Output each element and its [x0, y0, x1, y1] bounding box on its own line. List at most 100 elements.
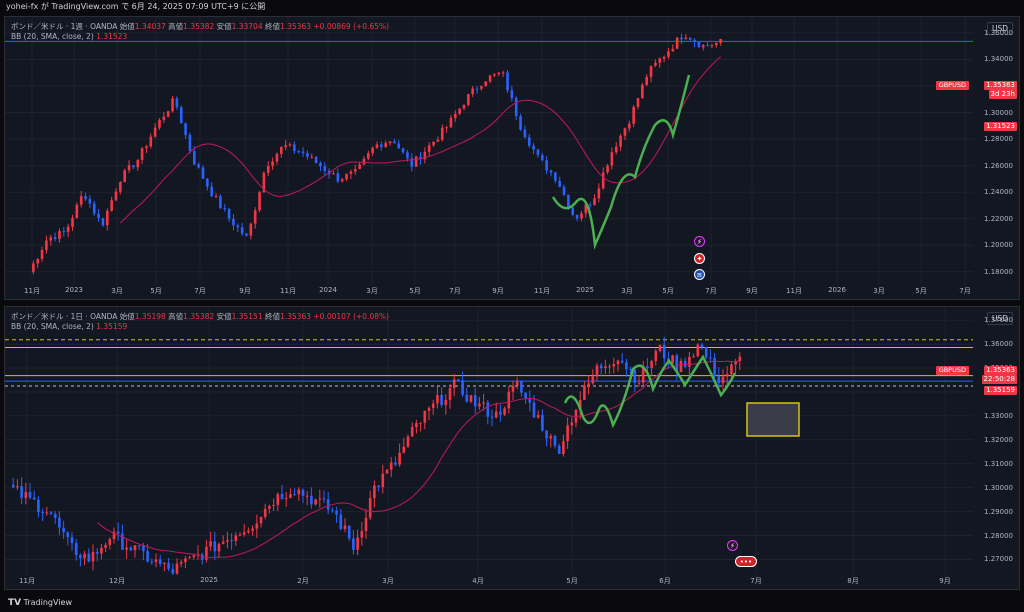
- candle-body: [114, 191, 118, 201]
- candle-body: [188, 134, 192, 151]
- candle-body: [601, 172, 605, 189]
- candle-body: [519, 116, 522, 130]
- candle-body: [284, 497, 288, 499]
- candle-body: [276, 494, 280, 505]
- daily-currency-button[interactable]: USD: [986, 312, 1013, 325]
- candle-body: [166, 111, 170, 117]
- candle-body: [66, 226, 70, 232]
- candle-body: [362, 158, 366, 165]
- daily-chart-canvas[interactable]: [5, 307, 973, 575]
- weekly-bb-price-label: 1.31523: [984, 122, 1017, 131]
- candle-body: [125, 547, 128, 550]
- candle-body: [423, 151, 427, 160]
- candle-body: [288, 144, 292, 146]
- candle-body: [293, 494, 296, 496]
- candle-body: [223, 207, 227, 210]
- candle-body: [401, 148, 405, 153]
- candle-body: [599, 365, 603, 369]
- candle-body: [11, 484, 15, 488]
- time-tick: 9月: [239, 287, 251, 295]
- candle-body: [397, 143, 401, 149]
- candle-body: [536, 149, 540, 156]
- candle-body: [528, 398, 532, 403]
- candle-body: [184, 123, 187, 135]
- candle-body: [110, 200, 113, 211]
- daily-last-price-label: 1.35363: [984, 366, 1017, 375]
- candle-body: [217, 543, 221, 552]
- candle-body: [636, 98, 640, 107]
- daily-change: +0.00107 (+0.08%): [313, 312, 390, 321]
- candle-body: [717, 376, 721, 384]
- candle-body: [645, 76, 648, 85]
- candle-body: [511, 385, 515, 392]
- us-flag-icon[interactable]: ≡: [694, 269, 705, 280]
- candle-body: [62, 527, 65, 533]
- time-tick: 9月: [492, 287, 504, 295]
- flag-icon[interactable]: ✦: [694, 253, 705, 264]
- candle-body: [696, 344, 700, 357]
- price-tick: 1.24000: [984, 188, 1013, 197]
- tradingview-logo[interactable]: 𝗧𝗩 TradingView: [8, 598, 72, 608]
- candle-body: [230, 540, 233, 542]
- daily-ohlc-close-key: 終値: [264, 312, 280, 321]
- candle-body: [388, 141, 392, 144]
- candle-body: [402, 446, 406, 453]
- candle-body: [646, 366, 649, 369]
- candle-body: [92, 203, 96, 214]
- candle-body: [545, 160, 548, 171]
- candle-body: [70, 537, 74, 544]
- lightning-icon[interactable]: ⚡: [727, 540, 738, 551]
- daily-chart-pane[interactable]: ポンド／米ドル · 1日 · OANDA 始値1.35198 高値1.35382…: [4, 306, 1020, 590]
- candle-body: [649, 65, 653, 77]
- candle-body: [554, 172, 557, 181]
- candle-body: [297, 150, 300, 152]
- weekly-legend-ohlc: ポンド／米ドル · 1週 · OANDA 始値1.34037 高値1.35382…: [11, 21, 389, 32]
- candle-body: [280, 494, 284, 499]
- candle-body: [206, 178, 209, 187]
- candle-body: [240, 227, 244, 234]
- candle-body: [567, 194, 570, 208]
- daily-price-axis[interactable]: 1.370001.360001.350001.340001.330001.320…: [971, 307, 1019, 589]
- weekly-chart-canvas[interactable]: [5, 17, 973, 285]
- weekly-chart-pane[interactable]: ポンド／米ドル · 1週 · OANDA 始値1.34037 高値1.35382…: [4, 16, 1020, 300]
- candle-body: [614, 146, 618, 153]
- event-icon[interactable]: •••: [735, 556, 757, 567]
- candle-body: [410, 426, 414, 437]
- candle-body: [562, 441, 565, 454]
- weekly-legend-indicator[interactable]: BB (20, SMA, close, 2) 1.31523: [11, 32, 127, 41]
- weekly-time-axis[interactable]: 11月 2023 3月 5月 7月 9月 11月 2024 3月 5月 7月 9月 11月 2025 3月 5…: [5, 283, 973, 299]
- candle-body: [637, 382, 641, 384]
- candle-body: [360, 531, 364, 538]
- candle-body: [507, 391, 511, 409]
- candle-body: [384, 143, 387, 148]
- daily-bb-value: 1.35159: [96, 322, 128, 331]
- daily-time-axis[interactable]: 11月 12月 2025 2月 3月 4月 5月 6月 7月 8月 9月: [5, 573, 973, 589]
- candle-body: [32, 497, 36, 500]
- candle-body: [71, 218, 74, 227]
- candle-body: [683, 360, 687, 367]
- candle-body: [566, 425, 569, 442]
- weekly-currency-button[interactable]: USD: [986, 22, 1013, 35]
- candle-body: [499, 411, 502, 415]
- candle-body: [238, 534, 242, 536]
- candle-body: [494, 411, 498, 418]
- candle-body: [318, 498, 322, 500]
- weekly-price-axis[interactable]: 1.360001.340001.320001.300001.280001.260…: [971, 17, 1019, 299]
- time-tick: 3月: [873, 287, 885, 295]
- candle-body: [367, 153, 370, 159]
- candle-body: [175, 563, 179, 574]
- candle-body: [352, 538, 355, 550]
- candle-body: [719, 38, 722, 43]
- candle-body: [475, 88, 479, 90]
- daily-legend-indicator[interactable]: BB (20, SMA, close, 2) 1.35159: [11, 322, 127, 331]
- candle-body: [471, 88, 474, 95]
- candle-body: [738, 356, 742, 362]
- candle-body: [497, 72, 501, 74]
- lightning-icon[interactable]: ⚡: [694, 236, 705, 247]
- candle-body: [380, 144, 383, 148]
- elliott-wave-line: [563, 354, 737, 429]
- candle-body: [136, 159, 140, 168]
- candle-body: [227, 209, 231, 219]
- candle-body: [133, 545, 137, 551]
- candle-body: [619, 135, 622, 147]
